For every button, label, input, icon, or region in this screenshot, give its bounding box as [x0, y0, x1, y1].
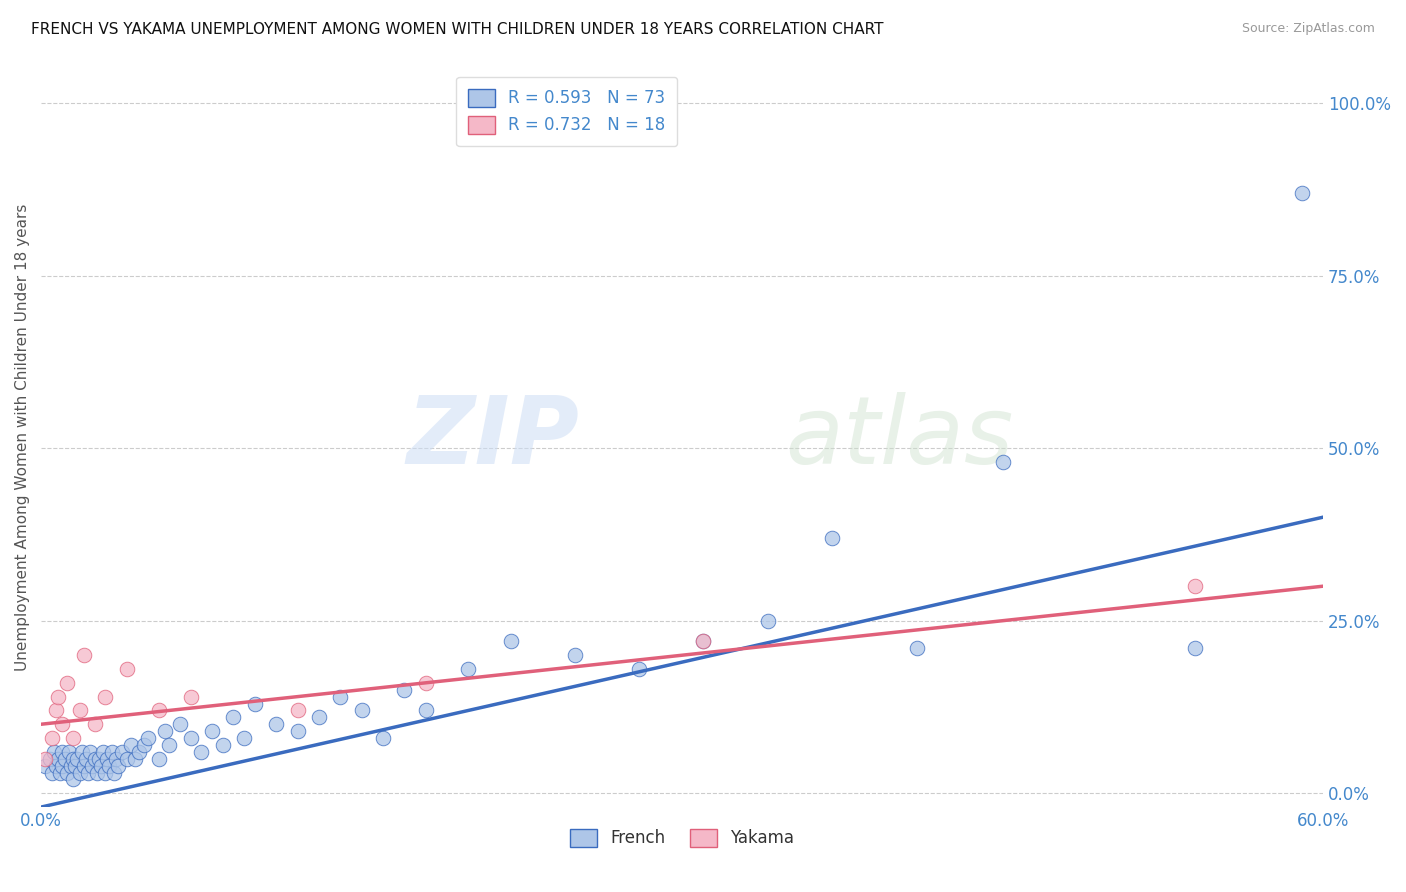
Point [308, 710, 330, 724]
Point [55, 765, 77, 780]
Point [41, 731, 63, 745]
Point [394, 682, 416, 697]
Point [83, 717, 105, 731]
Point [73, 648, 96, 663]
Point [55, 675, 77, 690]
Point [62, 731, 84, 745]
Point [457, 662, 479, 676]
Point [243, 697, 266, 711]
Point [350, 703, 373, 717]
Point [45, 703, 67, 717]
Text: FRENCH VS YAKAMA UNEMPLOYMENT AMONG WOMEN WITH CHILDREN UNDER 18 YEARS CORRELATI: FRENCH VS YAKAMA UNEMPLOYMENT AMONG WOME… [31, 22, 883, 37]
Point [501, 634, 523, 648]
Point [82, 758, 104, 772]
Point [692, 634, 714, 648]
Point [201, 724, 224, 739]
Point [905, 641, 928, 656]
Point [115, 662, 138, 676]
Point [53, 752, 76, 766]
Point [157, 738, 180, 752]
Point [136, 731, 159, 745]
Point [94, 690, 117, 704]
Point [1184, 641, 1206, 656]
Point [1184, 579, 1206, 593]
Point [415, 675, 437, 690]
Point [564, 648, 586, 663]
Point [148, 703, 170, 717]
Point [49, 765, 72, 780]
Point [58, 745, 80, 759]
Point [91, 745, 114, 759]
Point [124, 752, 146, 766]
Point [287, 724, 309, 739]
Point [100, 745, 122, 759]
Point [1291, 186, 1313, 200]
Point [60, 758, 83, 772]
Point [128, 745, 150, 759]
Point [415, 703, 437, 717]
Point [51, 745, 73, 759]
Y-axis label: Unemployment Among Women with Children Under 18 years: Unemployment Among Women with Children U… [15, 204, 30, 672]
Point [104, 752, 127, 766]
Point [65, 758, 87, 772]
Point [821, 531, 844, 545]
Point [991, 455, 1014, 469]
Point [62, 772, 84, 787]
Point [180, 690, 202, 704]
Point [371, 731, 394, 745]
Point [51, 717, 73, 731]
Point [90, 758, 112, 772]
Point [38, 752, 60, 766]
Point [46, 752, 69, 766]
Point [190, 745, 212, 759]
Point [66, 752, 89, 766]
Point [77, 765, 100, 780]
Point [692, 634, 714, 648]
Point [756, 614, 779, 628]
Point [45, 758, 67, 772]
Point [120, 738, 142, 752]
Point [115, 752, 138, 766]
Point [70, 745, 93, 759]
Point [34, 752, 56, 766]
Legend: French, Yakama: French, Yakama [564, 822, 801, 855]
Point [287, 703, 309, 717]
Point [329, 690, 352, 704]
Point [69, 765, 91, 780]
Point [222, 710, 245, 724]
Point [46, 690, 69, 704]
Point [41, 765, 63, 780]
Point [132, 738, 155, 752]
Point [34, 758, 56, 772]
Point [264, 717, 287, 731]
Point [62, 752, 84, 766]
Point [51, 758, 73, 772]
Point [180, 731, 202, 745]
Point [69, 703, 91, 717]
Point [169, 717, 191, 731]
Point [79, 745, 101, 759]
Point [148, 752, 170, 766]
Text: Source: ZipAtlas.com: Source: ZipAtlas.com [1241, 22, 1375, 36]
Point [42, 745, 65, 759]
Point [628, 662, 651, 676]
Text: ZIP: ZIP [406, 392, 579, 483]
Point [83, 752, 105, 766]
Point [73, 758, 96, 772]
Point [86, 765, 108, 780]
Point [111, 745, 134, 759]
Point [87, 752, 110, 766]
Point [233, 731, 256, 745]
Point [94, 765, 117, 780]
Point [153, 724, 176, 739]
Point [75, 752, 97, 766]
Text: atlas: atlas [785, 392, 1012, 483]
Point [107, 758, 129, 772]
Point [103, 765, 125, 780]
Point [96, 752, 118, 766]
Point [98, 758, 121, 772]
Point [211, 738, 233, 752]
